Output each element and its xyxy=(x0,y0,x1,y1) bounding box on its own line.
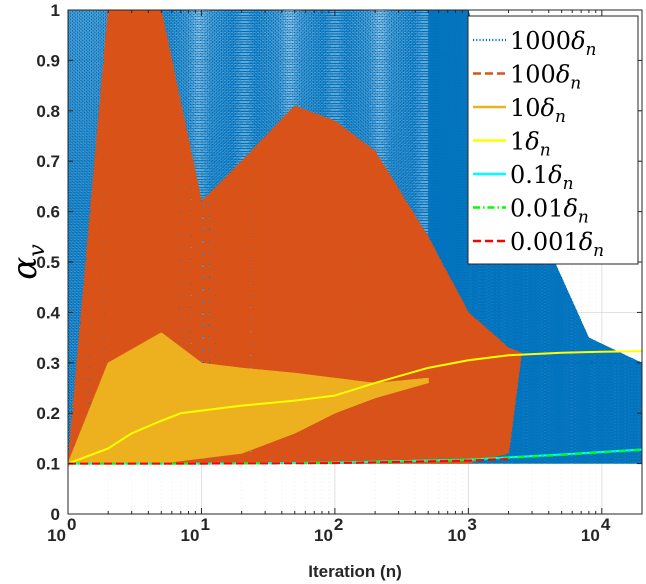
series-6-line xyxy=(68,458,509,465)
legend-label: 1000δn xyxy=(510,27,596,60)
y-tick-label: 0.8 xyxy=(36,102,60,121)
y-tick-label: 0.2 xyxy=(36,404,60,423)
series-2-envelope xyxy=(68,332,429,467)
y-tick-label: 0 xyxy=(51,505,60,524)
y-tick-label: 0.3 xyxy=(36,354,60,373)
x-tick-label: 104 xyxy=(581,515,611,545)
x-tick-label: 100 xyxy=(47,515,76,545)
x-tick-exponent: 2 xyxy=(334,515,343,534)
x-axis-label: Iteration (n) xyxy=(308,562,402,581)
y-tick-label: 0.9 xyxy=(36,51,60,70)
series-1-envelope xyxy=(68,10,523,464)
x-tick-base: 10 xyxy=(314,526,333,545)
series-1-band xyxy=(265,105,522,464)
x-tick-exponent: 1 xyxy=(200,515,209,534)
y-tick-label: 1 xyxy=(51,1,60,20)
series-3-line xyxy=(68,350,642,465)
ticks xyxy=(67,9,643,515)
x-tick-base: 10 xyxy=(447,526,466,545)
x-tick-exponent: 0 xyxy=(67,515,76,534)
y-axis-label-subscript: v xyxy=(25,244,50,257)
y-tick-label: 0.6 xyxy=(36,203,60,222)
y-tick-label: 0.7 xyxy=(36,152,60,171)
x-tick-exponent: 4 xyxy=(601,515,611,534)
legend-label: 0.1δn xyxy=(510,161,574,194)
x-tick-label: 103 xyxy=(447,515,476,545)
x-tick-label: 101 xyxy=(181,515,210,545)
y-tick-labels: 0 0.1 0.2 0.3 0.4 0.5 0.6 0.7 0.8 0.9 1 xyxy=(36,1,60,524)
legend-label: 100δn xyxy=(510,61,581,94)
x-tick-base: 10 xyxy=(47,526,66,545)
x-tick-base: 10 xyxy=(581,526,600,545)
y-tick-label: 0.1 xyxy=(36,455,60,474)
y-tick-label: 0.4 xyxy=(36,303,60,322)
x-tick-exponent: 3 xyxy=(467,515,476,534)
y-tick-label: 0.5 xyxy=(36,253,60,272)
y-axis-label-symbol: α xyxy=(5,257,45,280)
y-axis-label: αv xyxy=(5,244,50,280)
legend-label: 0.01δn xyxy=(510,195,589,228)
legend-label: 10δn xyxy=(510,94,566,127)
series-2-band xyxy=(224,365,429,456)
legend-label: 1δn xyxy=(510,128,551,161)
legend-label: 0.001δn xyxy=(510,228,604,261)
x-tick-label: 102 xyxy=(314,515,343,545)
x-tick-base: 10 xyxy=(181,526,200,545)
